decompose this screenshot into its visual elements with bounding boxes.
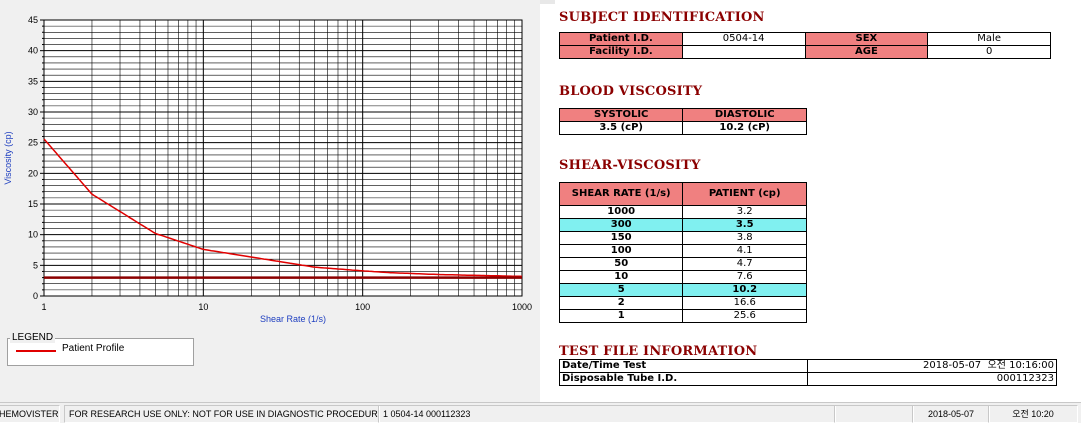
x-tick-label: 10 (198, 302, 208, 312)
shear-rate-cell: 2 (558, 296, 684, 310)
shear-row: 1 25.6 (558, 309, 807, 323)
x-axis-label: Shear Rate (1/s) (260, 314, 326, 324)
shear-row: 300 3.5 (558, 218, 807, 232)
sex-label: SEX (804, 32, 929, 46)
status-app-name: HEMOVISTER (0, 405, 60, 423)
report-panel: SUBJECT IDENTIFICATION Patient I.D. 0504… (555, 0, 1081, 402)
blood-viscosity-table: SYSTOLIC DIASTOLIC 3.5 (cP) 10.2 (cP) (558, 108, 807, 135)
shear-row: 100 4.1 (558, 244, 807, 258)
systolic-value: 3.5 (cP) (558, 121, 684, 135)
legend-swatch-patient (16, 350, 56, 352)
patient-cp-cell: 25.6 (682, 309, 807, 323)
x-tick-label: 1000 (512, 302, 532, 312)
y-axis-label: Viscosity (cp) (3, 131, 13, 184)
shear-rate-cell: 5 (558, 283, 684, 297)
patient-id-label: Patient I.D. (559, 32, 683, 46)
test-file-table: Date/Time Test 2018-05-07 오전 10:16:00 Di… (558, 359, 1057, 386)
patient-cp-cell: 16.6 (682, 296, 807, 310)
y-tick-label: 5 (33, 260, 38, 270)
shear-viscosity-table: SHEAR RATE (1/s) PATIENT (cp) 1000 3.2 300… (558, 182, 807, 323)
patient-cp-cell: 10.2 (682, 283, 807, 297)
y-tick-label: 35 (28, 76, 38, 86)
shear-row: 50 4.7 (558, 257, 807, 271)
status-record: 1 0504-14 000112323 (378, 405, 836, 423)
y-tick-label: 10 (28, 230, 38, 240)
x-tick-label: 1 (41, 302, 46, 312)
systolic-label: SYSTOLIC (558, 108, 684, 122)
shear-rate-header: SHEAR RATE (1/s) (558, 182, 684, 206)
shear-row: 2 16.6 (558, 296, 807, 310)
shear-viscosity-heading: SHEAR-VISCOSITY (559, 158, 701, 173)
subject-heading: SUBJECT IDENTIFICATION (559, 10, 765, 25)
shear-rate-cell: 50 (558, 257, 684, 271)
shear-rate-cell: 1 (558, 309, 684, 323)
blood-viscosity-heading: BLOOD VISCOSITY (559, 84, 703, 99)
legend-title: LEGEND (10, 332, 56, 343)
diastolic-label: DIASTOLIC (682, 108, 807, 122)
status-bar: HEMOVISTER FOR RESEARCH USE ONLY: NOT FO… (0, 402, 1081, 423)
shear-row: 10 7.6 (558, 270, 807, 284)
chart-svg: 0 5 10 15 20 25 30 35 40 45 1 10 100 1000 Shear Rate (… (3, 15, 532, 324)
datetime-value: 2018-05-07 오전 10:16:00 (807, 359, 1057, 373)
legend-label-patient: Patient Profile (62, 343, 125, 354)
status-notice: FOR RESEARCH USE ONLY: NOT FOR USE IN DI… (64, 405, 380, 423)
y-tick-label: 20 (28, 168, 38, 178)
facility-id-value (681, 45, 806, 59)
shear-rate-cell: 150 (558, 231, 684, 245)
y-tick-label: 45 (28, 15, 38, 25)
patient-id-value: 0504-14 (681, 32, 806, 46)
status-date: 2018-05-07 (912, 405, 990, 423)
subject-table: Patient I.D. 0504-14 SEX Male Facility I… (559, 32, 1051, 59)
tube-id-label: Disposable Tube I.D. (558, 372, 809, 386)
y-tick-label: 15 (28, 199, 38, 209)
datetime-label: Date/Time Test (558, 359, 809, 373)
patient-cp-cell: 3.2 (682, 205, 807, 219)
shear-row: 1000 3.2 (558, 205, 807, 219)
patient-cp-cell: 4.7 (682, 257, 807, 271)
y-tick-label: 0 (33, 291, 38, 301)
patient-cp-cell: 3.5 (682, 218, 807, 232)
shear-row: 150 3.8 (558, 231, 807, 245)
test-file-heading: TEST FILE INFORMATION (559, 344, 758, 359)
status-empty-cell (834, 405, 914, 423)
shear-row: 5 10.2 (558, 283, 807, 297)
plot-area (43, 19, 523, 297)
shear-rate-cell: 1000 (558, 205, 684, 219)
patient-cp-cell: 4.1 (682, 244, 807, 258)
y-tick-label: 30 (28, 107, 38, 117)
x-tick-label: 100 (355, 302, 370, 312)
shear-rate-cell: 100 (558, 244, 684, 258)
top-strip (0, 0, 1081, 4)
patient-cp-header: PATIENT (cp) (682, 182, 807, 206)
status-time: 오전 10:20 (988, 405, 1078, 423)
chart-panel: 0 5 10 15 20 25 30 35 40 45 1 10 100 1000 Shear Rate (… (0, 0, 540, 402)
age-label: AGE (804, 45, 929, 59)
y-tick-label: 40 (28, 46, 38, 56)
patient-profile-line (43, 138, 523, 278)
facility-id-label: Facility I.D. (559, 45, 683, 59)
sex-value: Male (927, 32, 1051, 46)
patient-cp-cell: 7.6 (682, 270, 807, 284)
patient-cp-cell: 3.8 (682, 231, 807, 245)
tube-id-value: 000112323 (807, 372, 1057, 386)
y-tick-label: 25 (28, 138, 38, 148)
shear-rate-cell: 10 (558, 270, 684, 284)
age-value: 0 (927, 45, 1051, 59)
diastolic-value: 10.2 (cP) (682, 121, 807, 135)
shear-rate-cell: 300 (558, 218, 684, 232)
viscosity-chart: 0 5 10 15 20 25 30 35 40 45 1 10 100 1000 Shear Rate (… (0, 8, 538, 330)
